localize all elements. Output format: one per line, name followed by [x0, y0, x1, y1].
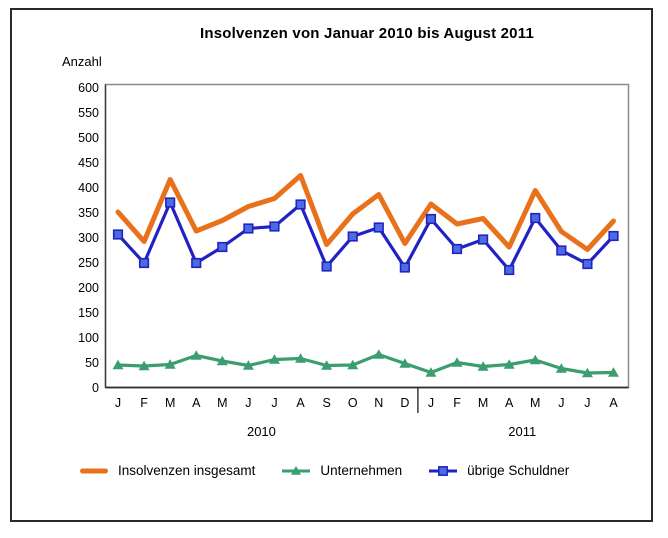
x-tick-label: F — [140, 396, 148, 410]
legend-label-uebrige-schuldner: übrige Schuldner — [467, 463, 570, 478]
data-point-marker — [399, 358, 411, 368]
y-tick-label: 450 — [78, 156, 99, 170]
x-tick-label: M — [217, 396, 227, 410]
x-tick-label: D — [400, 396, 409, 410]
data-point-marker — [477, 361, 489, 371]
x-tick-label: A — [609, 396, 618, 410]
data-point-marker — [268, 354, 280, 364]
legend-line-glyph — [80, 468, 108, 473]
data-point-marker — [347, 231, 358, 242]
data-point-marker — [555, 363, 567, 373]
data-point-marker — [138, 360, 150, 371]
data-point-marker — [373, 349, 385, 359]
data-point-marker — [451, 357, 463, 367]
legend-triangle-glyph — [291, 465, 302, 475]
x-tick-label: M — [478, 396, 488, 410]
data-point-marker — [556, 245, 567, 256]
y-tick-label: 150 — [78, 306, 99, 320]
data-point-marker — [269, 221, 280, 232]
data-point-marker — [529, 354, 541, 365]
year-label: 2010 — [247, 424, 276, 439]
x-tick-label: M — [165, 396, 175, 410]
chart-title: Insolvenzen von Januar 2010 bis August 2… — [199, 25, 534, 42]
data-point-marker — [321, 360, 333, 370]
legend-label-unternehmen: Unternehmen — [320, 463, 403, 478]
data-point-marker — [503, 359, 515, 369]
y-tick-label: 250 — [78, 256, 99, 270]
legend-item-insolvenzen-insgesamt: Insolvenzen insgesamt — [79, 463, 255, 478]
data-point-marker — [581, 367, 593, 378]
data-point-marker — [321, 261, 332, 272]
data-point-marker — [295, 353, 307, 363]
x-tick-label: M — [530, 396, 540, 410]
data-point-marker — [530, 212, 541, 224]
legend-item-unternehmen: Unternehmen — [281, 463, 402, 478]
x-tick-label: A — [192, 396, 201, 410]
series-line-1 — [116, 352, 616, 375]
y-tick-label: 550 — [78, 106, 99, 120]
series-line-0 — [115, 173, 616, 252]
y-tick-label: 100 — [78, 331, 99, 345]
x-tick-label: J — [115, 396, 121, 410]
legend-square-glyph — [438, 465, 449, 476]
y-tick-label: 300 — [78, 231, 99, 245]
y-tick-label: 600 — [78, 81, 99, 95]
x-tick-label: N — [374, 396, 383, 410]
data-point-marker — [425, 367, 437, 377]
x-tick-label: J — [245, 396, 251, 410]
data-point-marker — [582, 258, 593, 270]
data-point-marker — [608, 230, 619, 242]
data-point-marker — [243, 223, 254, 234]
legend-label-insolvenzen-insgesamt: Insolvenzen insgesamt — [118, 463, 256, 478]
x-tick-label: F — [453, 396, 461, 410]
y-tick-label: 0 — [92, 381, 99, 395]
data-point-marker — [451, 243, 463, 255]
year-label: 2011 — [508, 424, 536, 439]
legend-item-uebrige-schuldner: übrige Schuldner — [428, 463, 569, 478]
x-tick-label: J — [428, 396, 434, 410]
x-tick-label: A — [505, 396, 514, 410]
x-tick-label: O — [348, 396, 358, 410]
y-tick-label: 400 — [78, 181, 99, 195]
x-tick-label: S — [322, 396, 330, 410]
data-point-marker — [373, 222, 384, 233]
legend-triangle-swatch-icon — [282, 465, 311, 475]
line-chart-canvas: 0 50 100 150 200 250 300 350 400 450 500 550 600 J F M A… — [78, 81, 630, 439]
data-point-marker — [295, 199, 306, 210]
x-tick-label: J — [584, 396, 590, 410]
y-tick-label: 350 — [78, 206, 99, 220]
x-tick-label: J — [271, 396, 277, 410]
data-point-marker — [217, 241, 228, 253]
data-point-marker — [216, 355, 228, 366]
x-tick-label: A — [296, 396, 305, 410]
data-point-marker — [347, 359, 359, 370]
y-tick-label: 500 — [78, 131, 99, 145]
data-point-marker — [165, 197, 176, 208]
data-point-marker — [138, 257, 150, 269]
legend-square-swatch-icon — [429, 465, 458, 476]
data-point-marker — [478, 234, 489, 245]
data-point-marker — [112, 359, 124, 370]
data-point-marker — [190, 350, 202, 360]
data-point-marker — [191, 257, 202, 269]
data-point-marker — [399, 262, 410, 273]
data-point-marker — [425, 213, 437, 225]
data-point-marker — [504, 264, 515, 276]
data-point-marker — [164, 359, 176, 369]
y-tick-label: 200 — [78, 281, 99, 295]
y-tick-label: 50 — [85, 356, 99, 370]
x-tick-label: J — [558, 396, 564, 410]
data-point-marker — [112, 229, 124, 240]
data-point-marker — [608, 367, 619, 377]
legend: Insolvenzen insgesamt Unternehmen übrige… — [79, 463, 569, 478]
y-axis-title: Anzahl — [62, 54, 102, 69]
data-point-marker — [242, 360, 254, 370]
legend-line-swatch-icon — [80, 468, 108, 473]
